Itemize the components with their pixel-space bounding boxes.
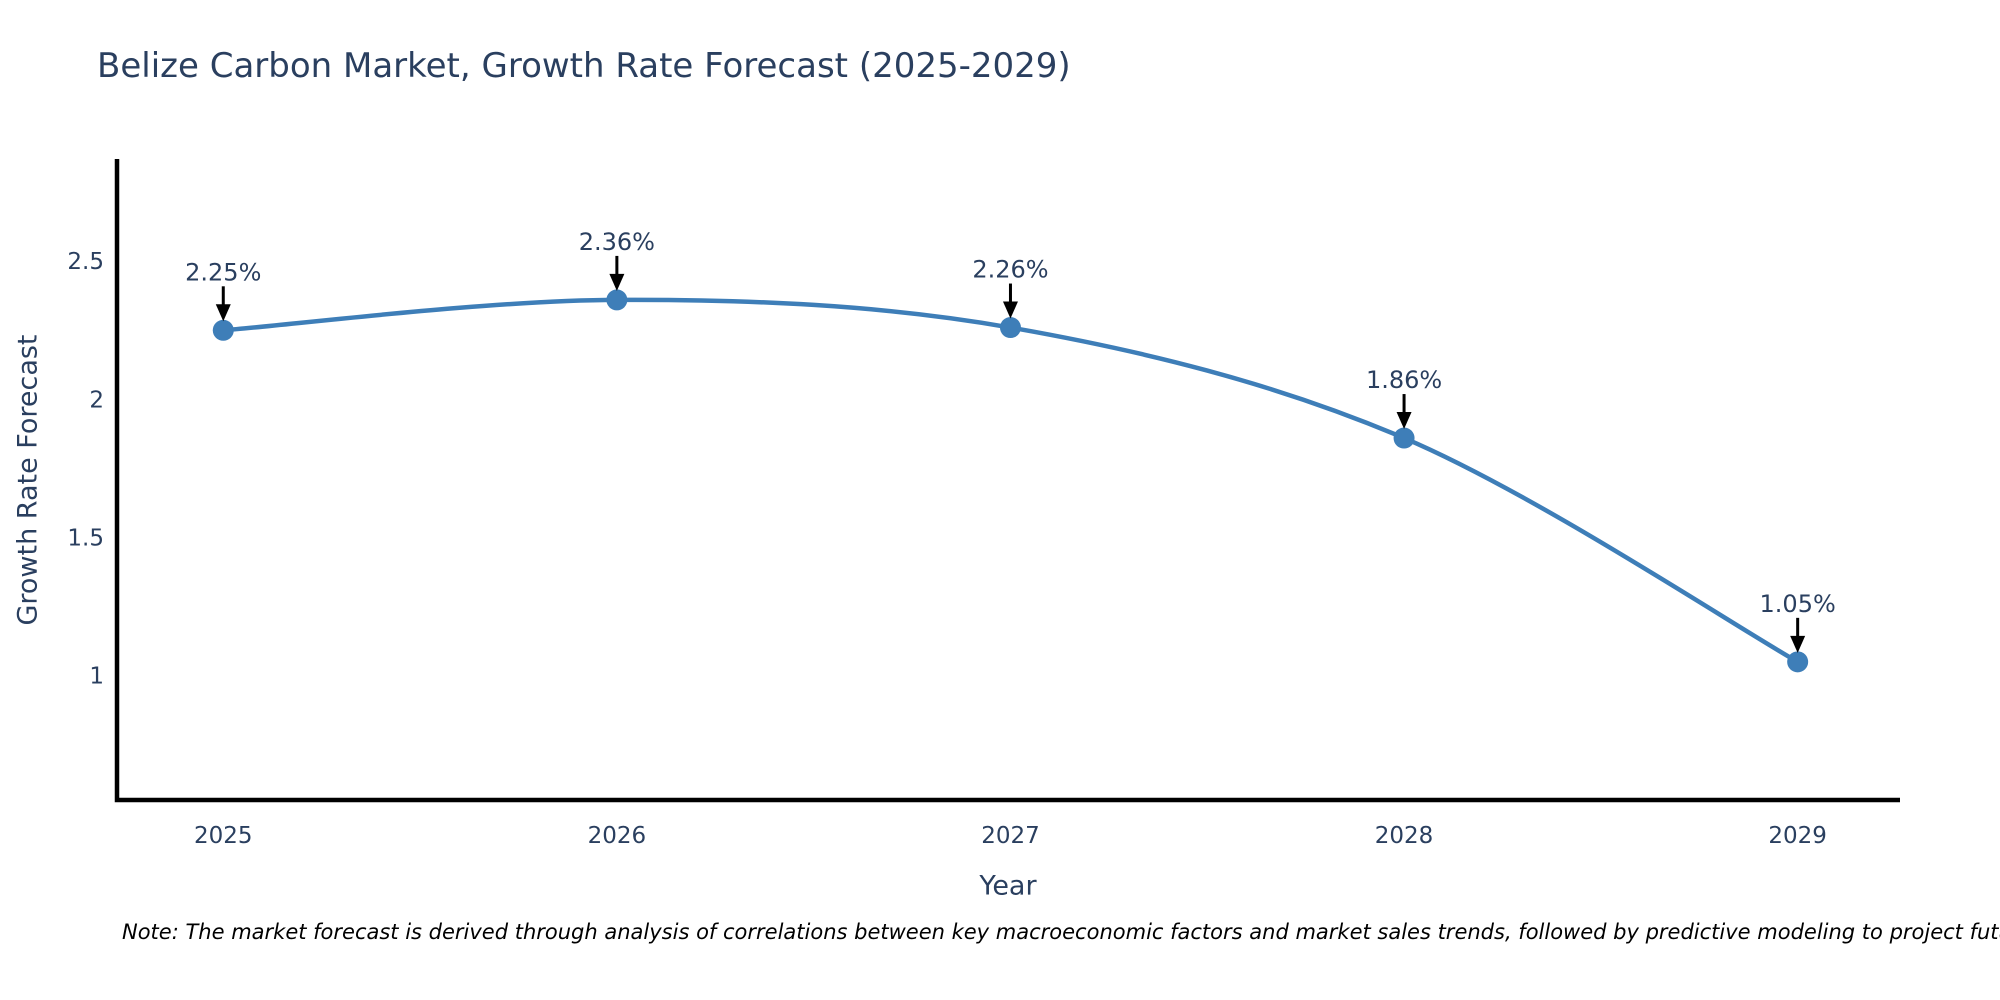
data-point-marker (606, 289, 628, 311)
data-point-marker (1787, 651, 1809, 673)
x-tick-label: 2026 (588, 823, 647, 849)
data-point-marker (212, 319, 234, 341)
data-label: 1.86% (1366, 366, 1442, 394)
line-series (212, 289, 1809, 673)
annotation-arrow-head (1396, 412, 1412, 430)
y-tick-label: 2.5 (67, 249, 104, 275)
annotation-arrow-head (609, 273, 625, 291)
data-point-marker (1393, 427, 1415, 449)
y-tick-label: 1.5 (67, 526, 104, 552)
chart-title: Belize Carbon Market, Growth Rate Foreca… (97, 46, 1071, 86)
data-label: 2.26% (972, 256, 1048, 284)
x-axis-title: Year (979, 870, 1037, 902)
tick-labels: 2025 2026 2027 2028 2029 2.5 2 1.5 1 (67, 249, 1827, 849)
data-label: 2.36% (579, 228, 655, 256)
forecast-line (221, 297, 1800, 665)
x-tick-label: 2028 (1375, 823, 1434, 849)
axes (114, 159, 1900, 803)
footnote: Note: The market forecast is derived thr… (122, 920, 2000, 944)
data-point-marker (999, 317, 1021, 339)
y-tick-label: 2 (89, 387, 104, 413)
data-label: 1.05% (1760, 590, 1836, 618)
data-label-annotations: 2.25% 2.36% 2.26% 1.86% 1.05% (185, 228, 1836, 653)
x-tick-label: 2025 (194, 823, 253, 849)
annotation-arrow-head (1002, 301, 1018, 319)
annotation-arrow-head (215, 304, 231, 322)
annotation-arrow-head (1790, 635, 1806, 653)
data-label: 2.25% (185, 258, 261, 286)
y-axis-title: Growth Rate Forecast (12, 334, 44, 626)
y-tick-label: 1 (89, 664, 104, 690)
axis-spines (114, 159, 1900, 803)
x-tick-label: 2029 (1768, 823, 1827, 849)
x-tick-label: 2027 (981, 823, 1040, 849)
